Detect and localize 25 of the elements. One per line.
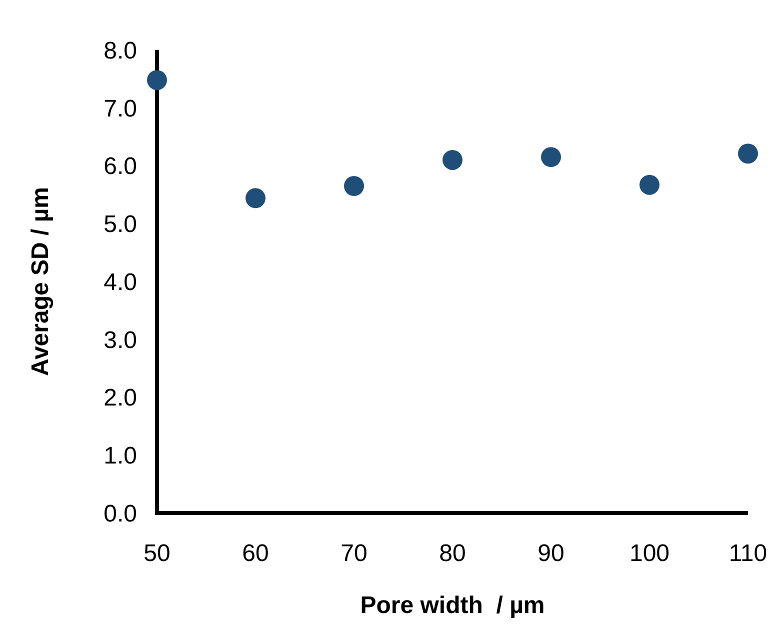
y-tick-label: 8.0: [104, 37, 137, 64]
x-tick-label: 70: [340, 540, 368, 567]
y-tick-label: 6.0: [104, 153, 137, 180]
point: [640, 174, 660, 195]
x-tick-label: 110: [728, 540, 768, 567]
y-tick-label: 4.0: [104, 268, 137, 296]
point: [147, 70, 167, 90]
y-tick-label: 3.0: [104, 326, 137, 354]
y-tick-label: 1.0: [104, 442, 137, 470]
x-tick-label: 100: [629, 540, 670, 567]
point: [246, 188, 266, 208]
x-tick-label: 80: [439, 540, 466, 567]
y-axis-title: Average SD / µm: [27, 186, 54, 376]
y-tick-label: 5.0: [104, 211, 137, 238]
y-tick-label: 7.0: [104, 95, 137, 122]
point: [738, 144, 758, 164]
point: [344, 176, 364, 196]
x-tick-label: 90: [538, 540, 564, 567]
y-tick-label: 0.0: [104, 500, 137, 528]
y-tick-label: 2.0: [104, 384, 137, 412]
x-tick-label: 50: [144, 540, 170, 567]
point: [442, 150, 462, 170]
x-tick-label: 60: [242, 540, 269, 567]
x-axis-title: Pore width / µm: [360, 592, 545, 619]
point: [541, 147, 561, 168]
